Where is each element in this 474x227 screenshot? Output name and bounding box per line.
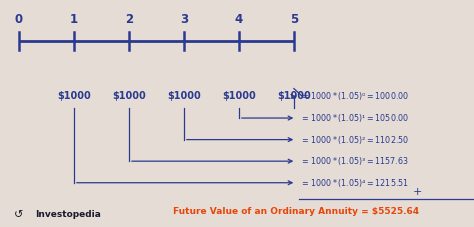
Text: 2: 2 <box>125 13 133 26</box>
Text: = $1000*(1.05)³ = $1157.63: = $1000*(1.05)³ = $1157.63 <box>301 155 409 167</box>
Text: = $1000*(1.05)⁴ = $1215.51: = $1000*(1.05)⁴ = $1215.51 <box>301 177 409 189</box>
Text: ↺: ↺ <box>14 210 24 220</box>
Text: 3: 3 <box>180 13 188 26</box>
Text: $1000: $1000 <box>222 91 256 101</box>
Text: 0: 0 <box>15 13 23 26</box>
Text: Future Value of an Ordinary Annuity = $5525.64: Future Value of an Ordinary Annuity = $5… <box>173 207 419 216</box>
Text: = $1000*(1.05)⁰ = $1000.00: = $1000*(1.05)⁰ = $1000.00 <box>301 91 410 102</box>
Text: $1000: $1000 <box>277 91 311 101</box>
Text: = $1000*(1.05)² = $1102.50: = $1000*(1.05)² = $1102.50 <box>301 134 410 146</box>
Text: $1000: $1000 <box>112 91 146 101</box>
Text: +: + <box>412 187 422 197</box>
Text: $1000: $1000 <box>167 91 201 101</box>
Text: $1000: $1000 <box>57 91 91 101</box>
Text: 5: 5 <box>290 13 298 26</box>
Text: 4: 4 <box>235 13 243 26</box>
Text: 1: 1 <box>70 13 78 26</box>
Text: Investopedia: Investopedia <box>36 210 101 219</box>
Text: = $1000*(1.05)¹ = $1050.00: = $1000*(1.05)¹ = $1050.00 <box>301 112 410 124</box>
